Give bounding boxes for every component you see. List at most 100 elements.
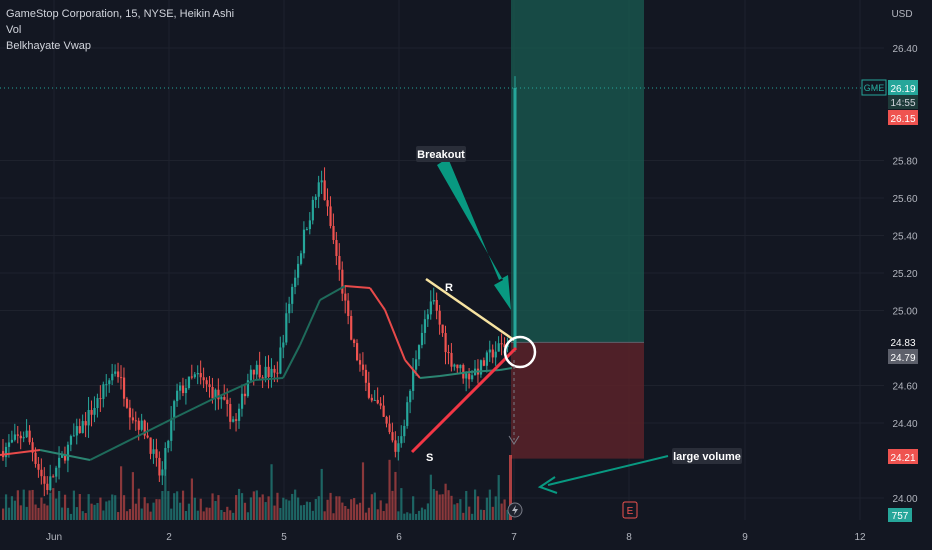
- candle-body: [131, 417, 134, 421]
- candle-body: [415, 359, 418, 370]
- y-tick-label: 26.40: [892, 44, 917, 55]
- volume-bar: [406, 512, 409, 520]
- vwap-segment: [344, 285, 371, 289]
- volume-bar: [190, 478, 193, 520]
- volume-bar: [161, 491, 164, 520]
- volume-bar: [344, 505, 347, 520]
- volume-bar: [412, 496, 415, 520]
- candle-body: [252, 369, 255, 375]
- currency-label: USD: [891, 9, 912, 20]
- volume-bar: [367, 507, 370, 520]
- candle-body: [49, 476, 52, 491]
- candle-body: [96, 398, 99, 409]
- candle-body: [217, 389, 220, 400]
- volume-bar: [385, 503, 388, 520]
- volume-bar: [137, 488, 140, 520]
- volume-bar: [49, 492, 52, 520]
- volume-bar: [19, 505, 22, 520]
- candle-body: [397, 443, 400, 452]
- grid: [0, 0, 884, 520]
- candle-body: [426, 314, 429, 320]
- candle-body: [373, 399, 376, 401]
- volume-bar: [497, 475, 500, 520]
- volume-bar: [314, 498, 317, 520]
- candle-body: [229, 404, 232, 422]
- candle-body: [190, 376, 193, 378]
- candle-body: [34, 452, 37, 464]
- vwap-segment: [214, 379, 256, 399]
- candle-body: [341, 269, 344, 294]
- last-price-tag-bg: [888, 80, 918, 95]
- candle-body: [459, 364, 462, 369]
- candle-body: [199, 373, 202, 378]
- candle-body: [382, 405, 385, 417]
- candle-body: [246, 380, 250, 397]
- volume-bar: [485, 497, 488, 520]
- candle-body: [488, 349, 491, 353]
- vwap-segment: [369, 287, 386, 311]
- candle-body: [72, 435, 75, 437]
- entry-tag-bg: [888, 334, 918, 349]
- candle-body: [417, 345, 421, 360]
- candle-body: [158, 457, 161, 476]
- candle-body: [344, 293, 347, 301]
- candle-body: [173, 401, 176, 419]
- volume-bar: [152, 502, 155, 520]
- vwap-segment: [419, 375, 441, 379]
- volume-bar: [128, 509, 132, 520]
- candle-body: [187, 376, 191, 389]
- volume-bar: [364, 512, 368, 520]
- volume-bar: [400, 488, 403, 520]
- candle-body: [125, 398, 129, 408]
- volume-bar: [43, 503, 46, 520]
- volume-bar: [4, 494, 8, 520]
- volume-bar: [261, 494, 264, 520]
- candle-body: [288, 303, 291, 314]
- volume-bar: [22, 489, 25, 520]
- candle-body: [400, 436, 403, 444]
- candle-body: [99, 398, 102, 400]
- breakout-circle: [503, 335, 537, 369]
- candle-body: [52, 476, 55, 478]
- volume-bar: [181, 490, 185, 520]
- candle-body: [137, 420, 140, 430]
- candle-body: [482, 360, 486, 366]
- vwap-segment: [384, 309, 406, 361]
- volume-bar: [208, 507, 211, 520]
- volume-bar: [323, 511, 326, 520]
- volume-bar: [87, 494, 90, 520]
- volume-bar: [311, 510, 314, 520]
- candle-body: [146, 435, 149, 438]
- candle-body: [75, 426, 78, 436]
- volume-bar: [176, 491, 179, 520]
- candle-body: [388, 423, 391, 433]
- candle-body: [468, 373, 471, 380]
- volume-bar: [211, 493, 214, 520]
- volume-bar: [72, 490, 75, 520]
- volume-bar: [149, 511, 152, 520]
- volume-bar: [258, 497, 261, 520]
- volume-bar: [453, 504, 456, 520]
- volume-bars: [2, 455, 512, 520]
- volume-bar: [108, 500, 111, 520]
- vwap-segment: [89, 439, 131, 461]
- volume-bar: [476, 496, 480, 520]
- upper-stop-tag: 26.15: [890, 114, 915, 125]
- candle-body: [13, 434, 16, 440]
- candle-body: [444, 333, 447, 353]
- volume-bar: [131, 472, 134, 520]
- y-tick-label: 24.60: [892, 382, 917, 393]
- drawings: Breakout large volume R S E: [410, 146, 742, 519]
- volume-bar: [332, 513, 335, 520]
- volume-bar: [329, 492, 332, 520]
- volume-bar: [308, 502, 311, 520]
- candle-body: [479, 360, 483, 375]
- volume-bar: [240, 493, 244, 520]
- volume-bar: [503, 499, 506, 520]
- x-tick-label: 9: [742, 532, 748, 543]
- volume-tag-bg: [888, 508, 912, 522]
- volume-bar: [441, 494, 444, 520]
- earnings-icon: [622, 501, 638, 519]
- resistance-label: R: [445, 282, 453, 294]
